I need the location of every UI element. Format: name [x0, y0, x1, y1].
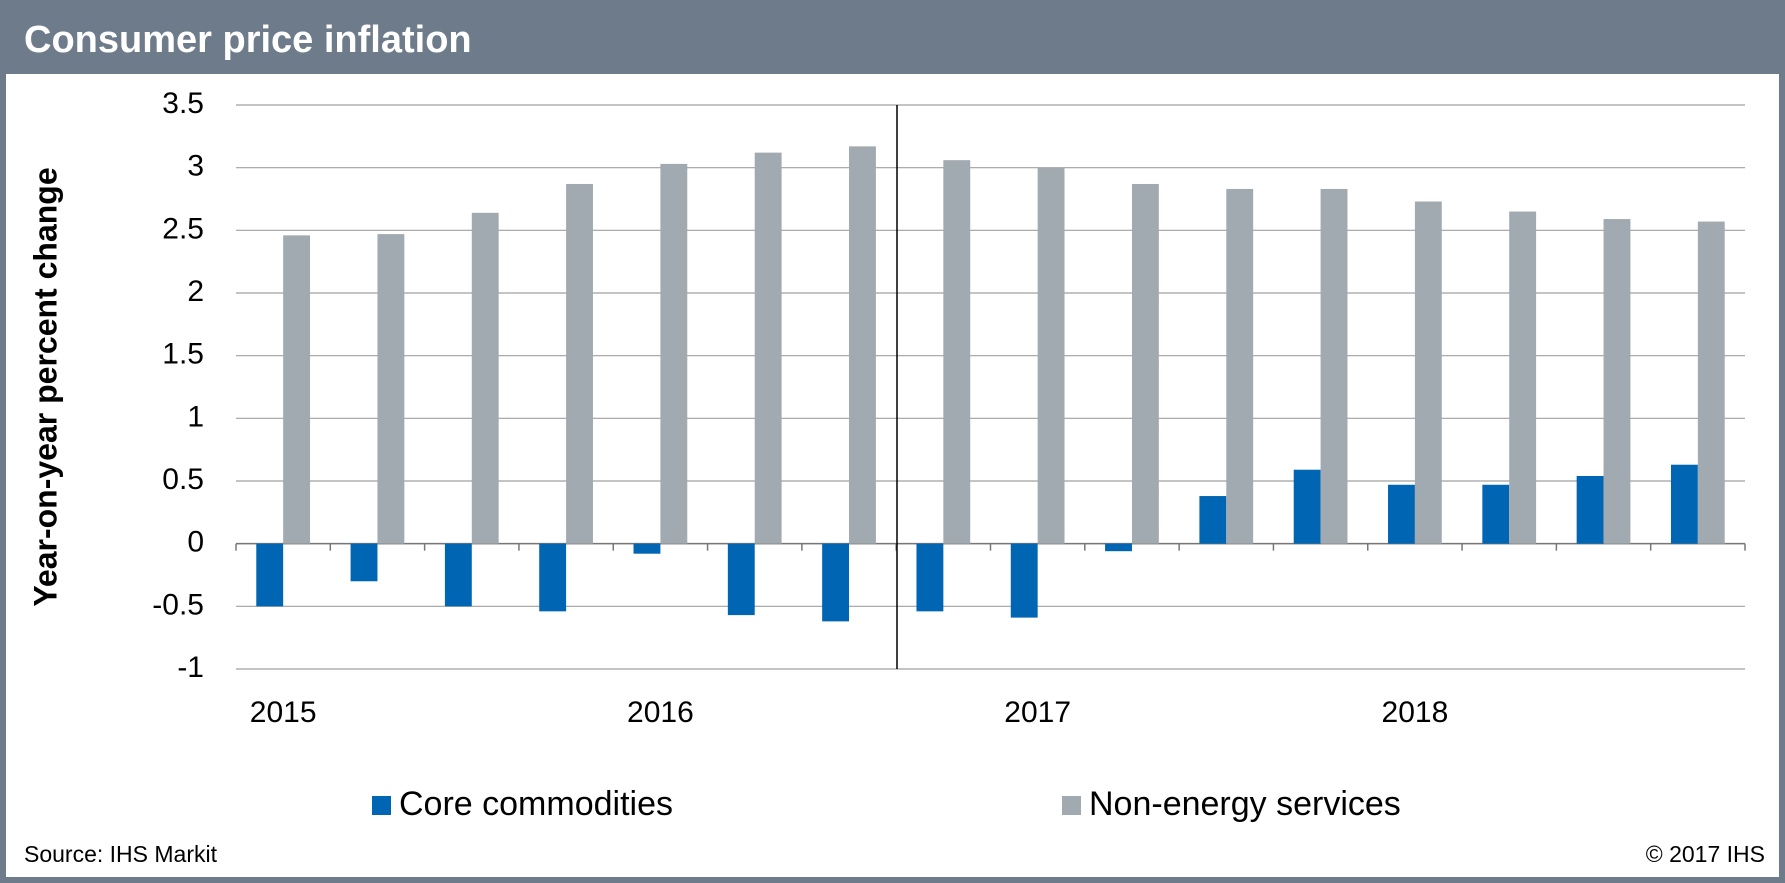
bar [471, 212, 499, 544]
y-tick-label: 0 [187, 526, 204, 559]
y-tick-label: 2.5 [162, 212, 204, 245]
bar [1226, 188, 1254, 544]
x-tick-label: 2018 [1382, 696, 1449, 729]
y-tick-label: 2 [187, 275, 204, 308]
y-tick-label: 1 [187, 400, 204, 433]
bar [943, 160, 971, 544]
header [0, 0, 1785, 74]
bar [1293, 469, 1321, 544]
x-tick-label: 2015 [250, 696, 317, 729]
bar [377, 234, 405, 544]
bar [1037, 167, 1065, 544]
legend-label: Non-energy services [1089, 785, 1401, 823]
y-tick-label: -0.5 [152, 588, 204, 621]
bar [1010, 543, 1038, 618]
bar [1320, 188, 1348, 544]
source: Source: IHS Markit [24, 841, 218, 867]
bar [283, 235, 311, 544]
y-tick-label: 1.5 [162, 338, 204, 371]
bar [1414, 201, 1442, 544]
bar [1482, 484, 1510, 544]
x-tick-label: 2016 [627, 696, 694, 729]
legend-swatch [1062, 796, 1081, 815]
bar [1576, 475, 1604, 544]
bar [849, 146, 876, 544]
bar [566, 183, 593, 544]
chart-title: Consumer price inflation [24, 19, 472, 61]
bar [727, 543, 755, 616]
y-tick-label: 3.5 [162, 87, 204, 120]
legend-label: Core commodities [399, 785, 673, 823]
y-tick-label: 0.5 [162, 463, 204, 496]
x-tick-label: 2017 [1004, 696, 1071, 729]
bar [1670, 464, 1698, 544]
y-tick-label: -1 [177, 651, 204, 684]
y-tick-label: 3 [187, 150, 204, 183]
y-axis-title: Year-on-year percent change [27, 167, 63, 606]
bar [1697, 221, 1725, 544]
bar [1199, 496, 1227, 544]
bar [1131, 183, 1159, 544]
copyright: © 2017 IHS [1646, 841, 1765, 867]
bar [256, 543, 284, 607]
bar [1509, 211, 1537, 544]
bar [754, 152, 782, 544]
bar [444, 543, 472, 607]
bar [822, 543, 850, 622]
legend-swatch [372, 796, 391, 815]
bar [539, 543, 567, 612]
bar [916, 543, 944, 612]
bar [1105, 543, 1132, 552]
bar [633, 543, 661, 554]
bar [1603, 219, 1631, 544]
bar [660, 163, 688, 544]
bar [350, 543, 378, 582]
bar [1388, 484, 1415, 544]
